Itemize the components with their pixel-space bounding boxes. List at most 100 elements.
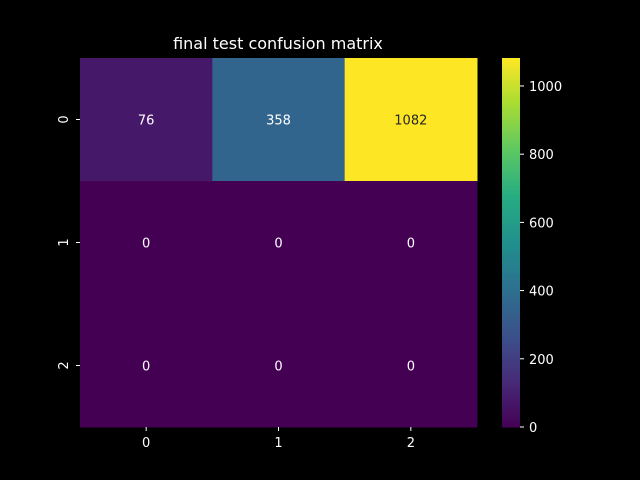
colorbar-segment [502,233,520,237]
colorbar-segment [502,291,520,296]
colorbar-segment [502,147,520,151]
colorbar-segment [502,414,520,419]
colorbar-segment [502,276,520,280]
chart-title: final test confusion matrix [173,34,383,53]
cell-value-label: 1082 [394,114,427,129]
colorbar-segment [502,365,520,370]
colorbar-segment [502,181,520,185]
colorbar-segment [502,211,520,216]
colorbar-segment [502,205,520,210]
colorbar-segment [502,350,520,354]
heatmap-cell [212,181,346,305]
cell-value-label: 0 [274,360,282,375]
colorbar-segment [502,137,520,142]
x-tick-label: 0 [142,436,150,451]
y-tick-label: 1 [57,238,72,246]
colorbar-segment [502,196,520,201]
colorbar-segment [502,411,520,416]
colorbar-segment [502,122,520,127]
colorbar-segment [502,165,520,170]
cell-value-label: 0 [407,237,415,252]
colorbar-segment [502,230,520,234]
colorbar-segment [502,128,520,133]
colorbar-segment [502,396,520,400]
colorbar-segment [502,408,520,413]
colorbar-segment [502,131,520,136]
colorbar-segment [502,267,520,271]
colorbar-segment [502,285,520,290]
colorbar-segment [502,101,520,105]
colorbar-segment [502,104,520,108]
heatmap-cell [80,304,213,428]
colorbar-segment [502,187,520,191]
colorbar-segment [502,399,520,403]
colorbar-segment [502,337,520,342]
colorbar-segment [502,270,520,274]
cell-value-label: 0 [142,237,150,252]
colorbar-segment [502,227,520,231]
colorbar-segment [502,171,520,176]
colorbar-segment [502,184,520,188]
colorbar-segment [502,113,520,118]
colorbar-segment [502,257,520,262]
cell-value-label: 358 [266,114,291,129]
colorbar-segment [502,356,520,360]
colorbar-segment [502,67,520,71]
colorbar-segment [502,236,520,241]
colorbar-segment [502,193,520,197]
colorbar-segment [502,316,520,320]
heatmap-cell [344,304,478,428]
colorbar-segment [502,377,520,382]
colorbar-segment [502,116,520,121]
colorbar-tick-label: 0 [529,421,537,436]
colorbar: 0 200 400 600 800 1000 [502,58,562,436]
colorbar-segment [502,343,520,348]
colorbar-segment [502,242,520,247]
colorbar-segment [502,300,520,305]
colorbar-segment [502,174,520,179]
colorbar-segment [502,94,520,99]
colorbar-segment [502,380,520,385]
colorbar-segment [502,304,520,308]
heatmap-cell [344,181,478,305]
colorbar-segment [502,331,520,336]
colorbar-segment [502,294,520,299]
colorbar-segment [502,393,520,397]
colorbar-segment [502,387,520,391]
colorbar-segment [502,402,520,407]
x-axis: 0 1 2 [142,427,415,451]
colorbar-segment [502,82,520,87]
colorbar-segment [502,125,520,130]
colorbar-segment [502,390,520,394]
colorbar-segment [502,322,520,327]
colorbar-segment [502,334,520,339]
colorbar-segment [502,199,520,204]
colorbar-segment [502,162,520,167]
colorbar-segment [502,141,520,145]
colorbar-segment [502,97,520,102]
colorbar-segment [502,79,520,84]
colorbar-segment [502,319,520,324]
heatmap-cell [212,304,346,428]
cell-value-label: 0 [274,237,282,252]
colorbar-segment [502,260,520,265]
colorbar-segment [502,307,520,311]
colorbar-segment [502,88,520,93]
colorbar-segment [502,288,520,293]
colorbar-segment [502,70,520,74]
colorbar-segment [502,153,520,157]
colorbar-segment [502,64,520,68]
cell-value-label: 76 [138,114,155,129]
colorbar-segment [502,325,520,330]
colorbar-segment [502,224,520,228]
colorbar-segment [502,310,520,314]
colorbar-segment [502,190,520,194]
colorbar-segment [502,73,520,78]
colorbar-segment [502,405,520,410]
colorbar-segment [502,264,520,268]
colorbar-segment [502,282,520,287]
colorbar-segment [502,279,520,284]
colorbar-segment [502,420,520,425]
heatmap-cell [212,58,346,182]
